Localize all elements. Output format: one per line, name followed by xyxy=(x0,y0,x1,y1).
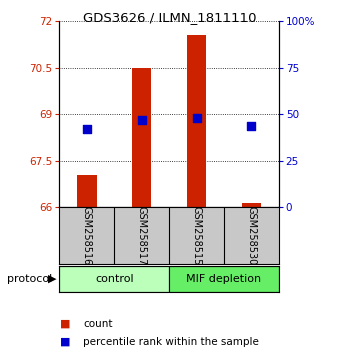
Bar xyxy=(132,68,151,207)
Text: count: count xyxy=(83,319,113,329)
Point xyxy=(139,117,144,122)
Bar xyxy=(187,35,206,207)
Text: percentile rank within the sample: percentile rank within the sample xyxy=(83,337,259,347)
Text: ■: ■ xyxy=(59,319,70,329)
Text: GSM258516: GSM258516 xyxy=(82,206,92,265)
Text: GSM258530: GSM258530 xyxy=(246,206,256,265)
Bar xyxy=(169,266,279,292)
Text: protocol: protocol xyxy=(7,274,52,284)
Point xyxy=(84,126,90,132)
Point xyxy=(194,115,199,121)
Bar xyxy=(242,203,261,207)
Bar xyxy=(59,266,169,292)
Text: control: control xyxy=(95,274,134,284)
Text: ▶: ▶ xyxy=(49,274,57,284)
Bar xyxy=(77,175,97,207)
Text: GSM258515: GSM258515 xyxy=(191,206,202,265)
Text: MIF depletion: MIF depletion xyxy=(186,274,261,284)
Point xyxy=(249,123,254,129)
Text: GDS3626 / ILMN_1811110: GDS3626 / ILMN_1811110 xyxy=(83,11,257,24)
Text: ■: ■ xyxy=(59,337,70,347)
Text: GSM258517: GSM258517 xyxy=(137,206,147,265)
